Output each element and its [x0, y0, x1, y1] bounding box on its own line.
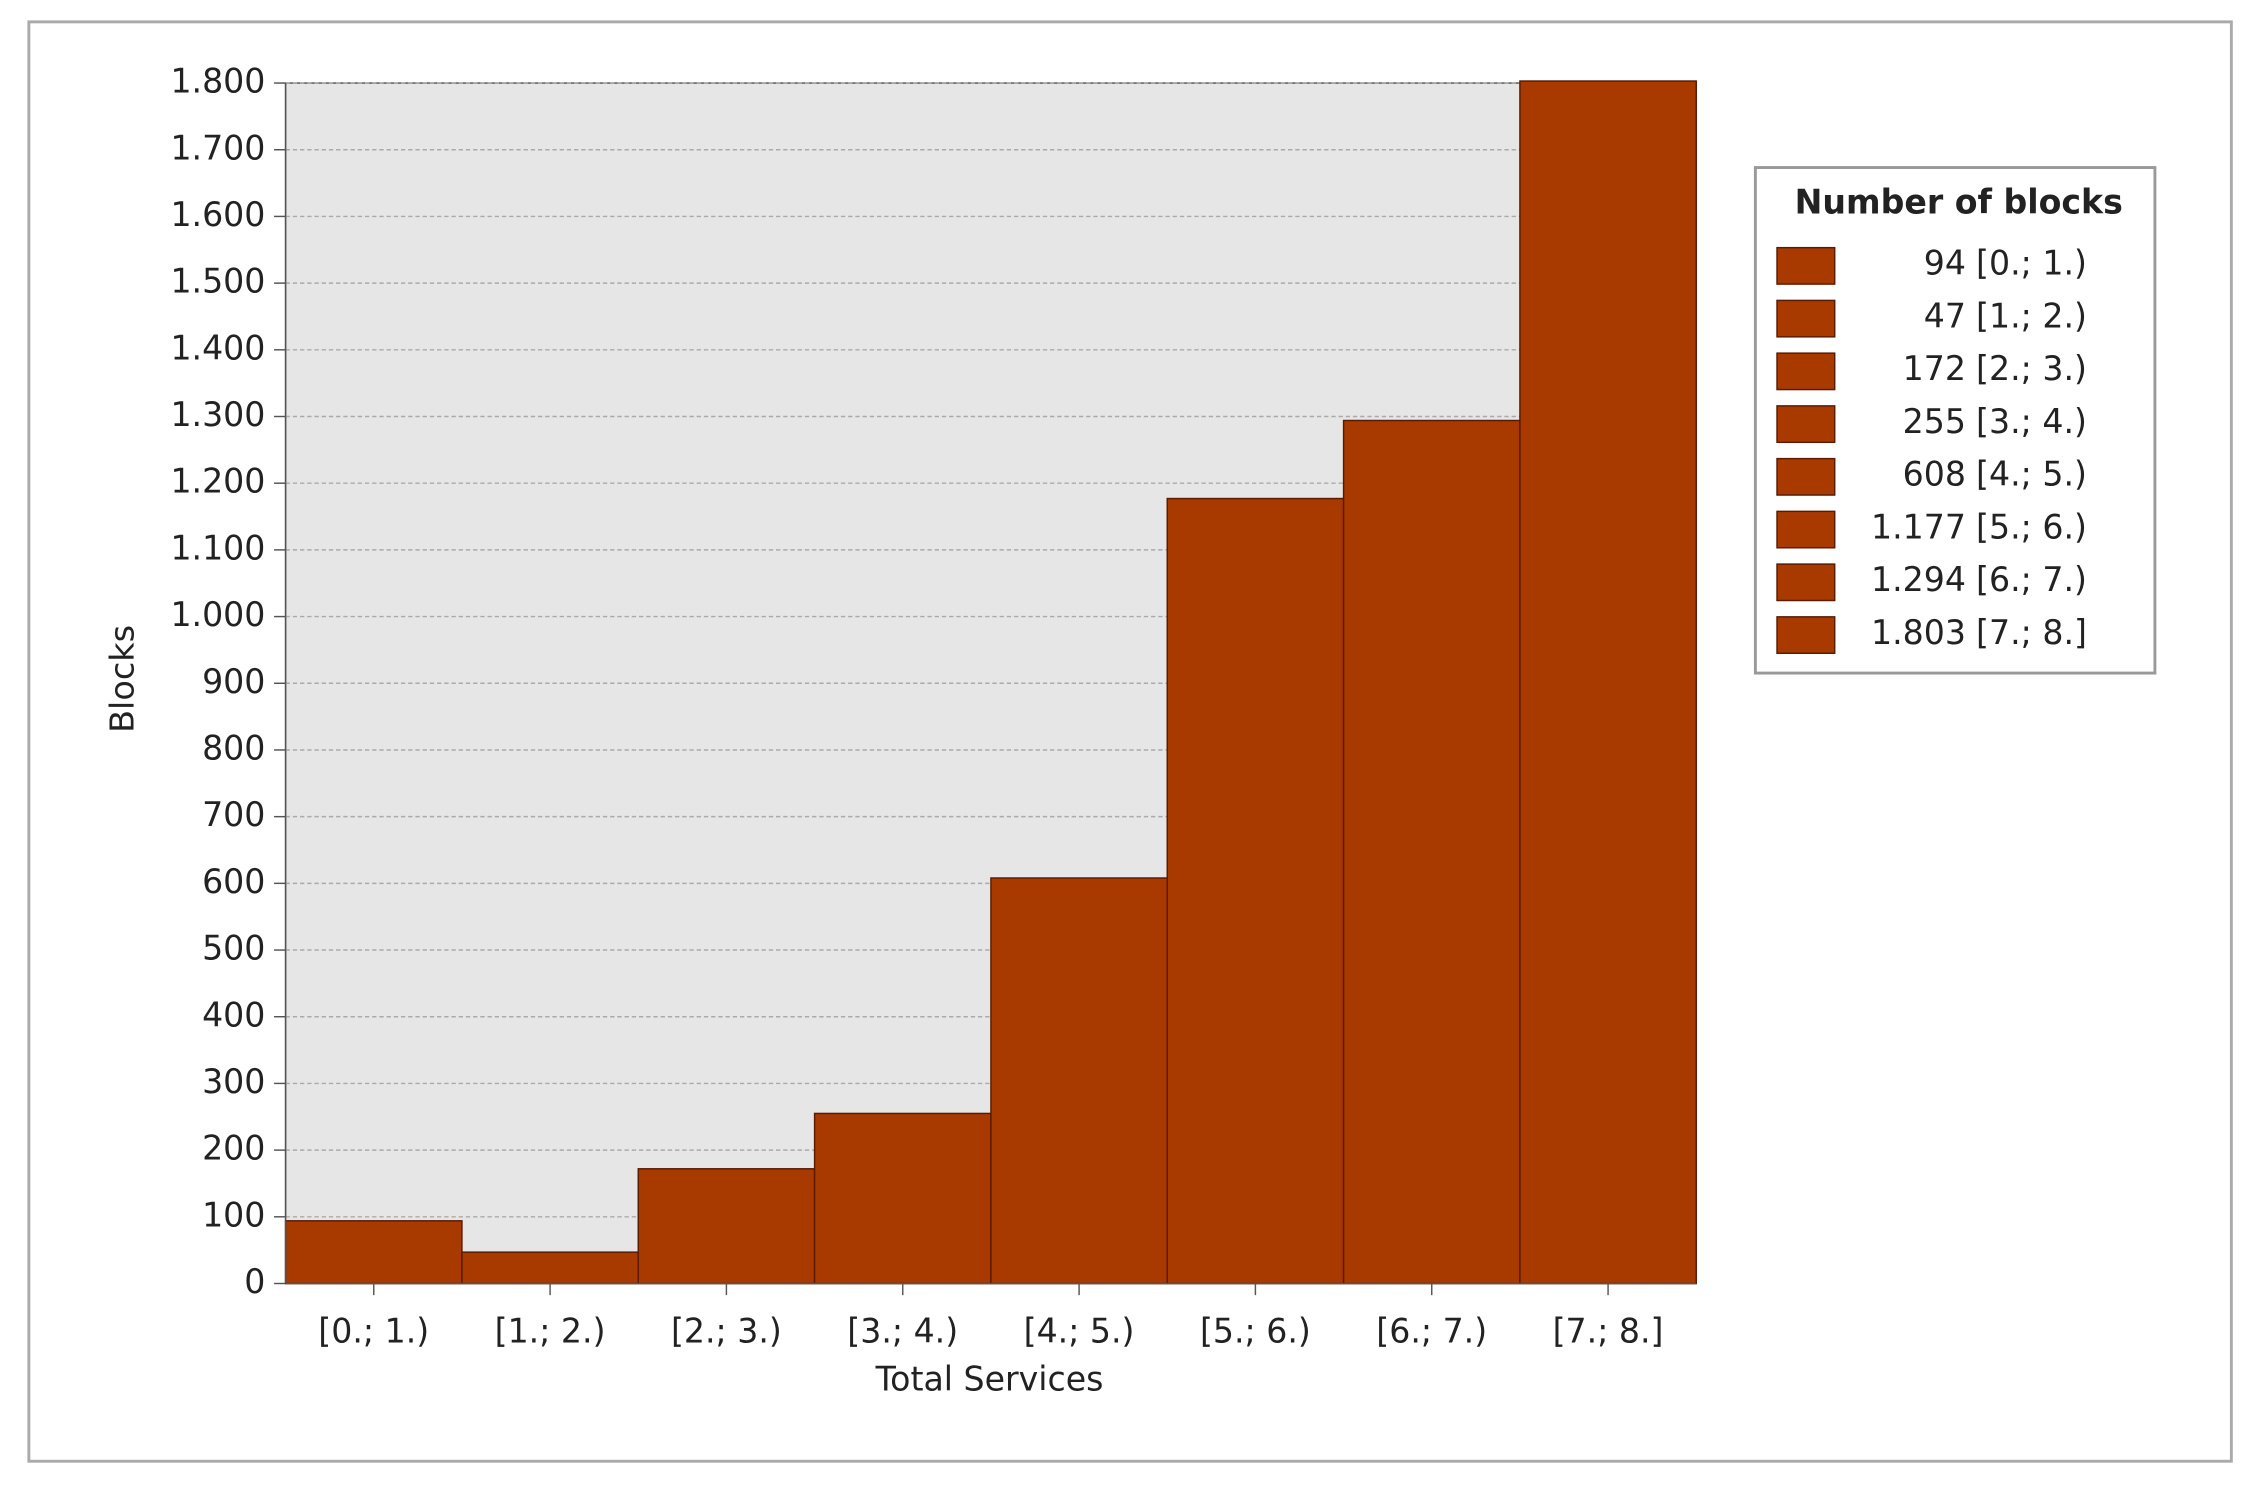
legend-value: 94	[1924, 244, 1966, 283]
legend-swatch	[1776, 563, 1836, 602]
y-tick-label: 1.500	[170, 262, 265, 301]
y-tick-label: 900	[202, 662, 265, 701]
legend-value: 1.803	[1871, 613, 1966, 652]
bar	[1519, 80, 1697, 1285]
y-tick-label: 1.700	[170, 128, 265, 167]
legend-swatch	[1776, 457, 1836, 496]
y-tick-label: 1.400	[170, 328, 265, 367]
bar	[1342, 419, 1521, 1285]
x-tick-label: [1.; 2.)	[495, 1311, 606, 1350]
x-tick-label: [4.; 5.)	[1024, 1311, 1135, 1350]
bar	[1166, 497, 1345, 1285]
y-tick-label: 300	[202, 1062, 265, 1101]
x-tick-label: [7.; 8.]	[1553, 1311, 1664, 1350]
legend-label: [4.; 5.)	[1976, 454, 2087, 493]
y-tick-label: 1.200	[170, 462, 265, 501]
legend-swatch	[1776, 405, 1836, 444]
x-tick-label: [3.; 4.)	[847, 1311, 958, 1350]
x-tick-label: [5.; 6.)	[1200, 1311, 1311, 1350]
y-tick-label: 1.600	[170, 195, 265, 234]
y-tick-label: 1.000	[170, 595, 265, 634]
legend-value: 1.294	[1871, 560, 1966, 599]
legend-value: 47	[1924, 296, 1966, 335]
bar	[637, 1168, 816, 1285]
y-tick-label: 100	[202, 1195, 265, 1234]
x-tick-label: [2.; 3.)	[671, 1311, 782, 1350]
bar	[990, 877, 1168, 1285]
legend-label: [3.; 4.)	[1976, 402, 2087, 441]
y-tick-label: 700	[202, 795, 265, 834]
bar	[461, 1251, 639, 1285]
y-tick-label: 1.100	[170, 528, 265, 567]
legend-value: 255	[1903, 402, 1966, 441]
x-tick-label: [0.; 1.)	[318, 1311, 429, 1350]
legend-title: Number of blocks	[1795, 182, 2123, 221]
legend-swatch	[1776, 510, 1836, 549]
legend-swatch	[1776, 299, 1836, 338]
legend-swatch	[1776, 352, 1836, 391]
legend-swatch	[1776, 246, 1836, 285]
bar	[813, 1112, 992, 1285]
legend-label: [6.; 7.)	[1976, 560, 2087, 599]
y-tick-label: 200	[202, 1129, 265, 1168]
legend-value: 1.177	[1871, 507, 1966, 546]
y-tick-label: 800	[202, 728, 265, 767]
legend-label: [1.; 2.)	[1976, 296, 2087, 335]
legend-label: [0.; 1.)	[1976, 244, 2087, 283]
y-tick-label: 400	[202, 995, 265, 1034]
x-tick-label: [6.; 7.)	[1376, 1311, 1487, 1350]
y-tick-label: 500	[202, 928, 265, 967]
y-tick-label: 0	[244, 1262, 265, 1301]
legend-swatch	[1776, 616, 1836, 654]
x-axis-label: Total Services	[875, 1359, 1104, 1398]
legend-value: 172	[1903, 349, 1966, 388]
legend-label: [7.; 8.]	[1976, 613, 2087, 652]
bar	[284, 1220, 463, 1285]
y-tick-label: 600	[202, 862, 265, 901]
y-axis-label: Blocks	[103, 625, 142, 733]
y-tick-label: 1.800	[170, 61, 265, 100]
legend-value: 608	[1903, 454, 1966, 493]
y-tick-label: 1.300	[170, 395, 265, 434]
legend-label: [5.; 6.)	[1976, 507, 2087, 546]
legend-label: [2.; 3.)	[1976, 349, 2087, 388]
